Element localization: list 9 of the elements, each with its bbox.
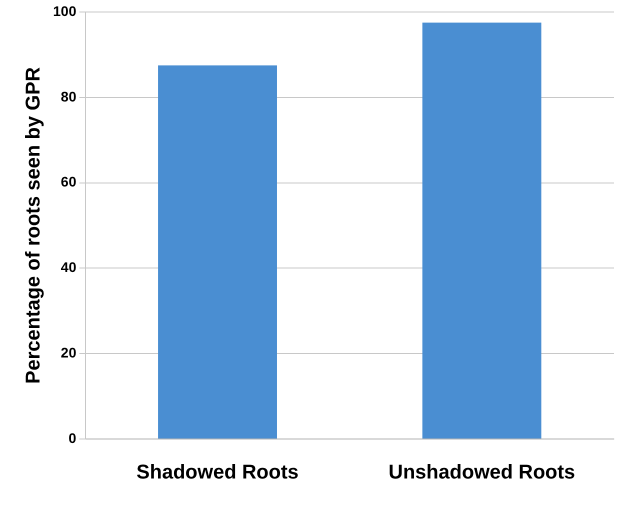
x-tick-label: Unshadowed Roots [388,462,576,484]
y-tick-label: 0 [68,430,77,446]
y-tick-label: 80 [60,88,77,104]
y-tick-label: 100 [53,2,77,19]
y-axis-title: Percentage of roots seen by GPR [22,66,45,384]
y-tick-label: 60 [60,174,77,190]
y-tick-label: 20 [60,344,77,360]
x-tick-label: Shadowed Roots [136,462,299,484]
y-tick-label: 40 [60,259,77,276]
